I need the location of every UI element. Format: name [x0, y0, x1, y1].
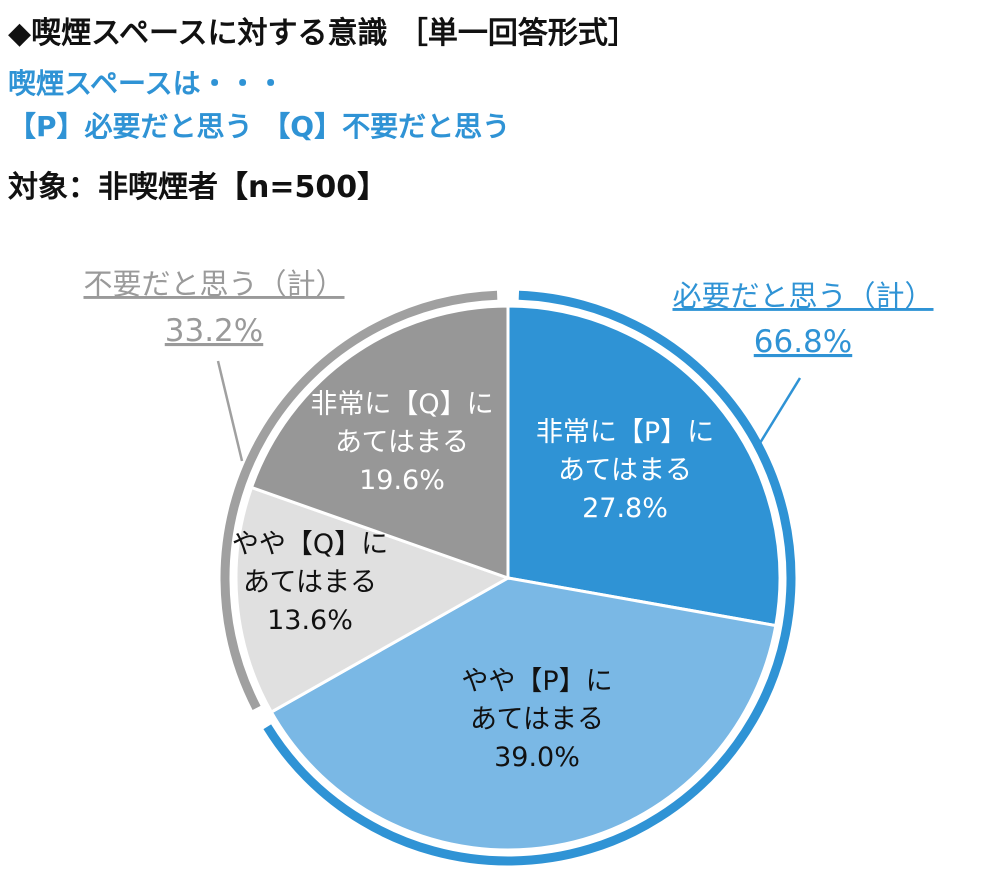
pie-slice-somewhat-p	[269, 576, 778, 852]
pie-slice-somewhat-q	[234, 485, 512, 715]
chart-title: ◆喫煙スペースに対する意識 ［単一回答形式］	[8, 16, 638, 51]
question-line-1: 喫煙スペースは・・・	[8, 67, 285, 100]
pie-slice-very-q	[249, 304, 510, 581]
leader-lines	[216, 360, 802, 462]
slice-label-very-q: 非常に【Q】にあてはまる 19.6%	[310, 389, 493, 496]
slice-label-somewhat-p: やや【P】にあてはまる 39.0%	[461, 666, 612, 773]
slice-label-very-p: 非常に【P】にあてはまる 27.8%	[536, 417, 714, 524]
ring-total-p	[263, 290, 796, 866]
leader-line-q	[216, 360, 244, 462]
question-line-2: 【P】必要だと思う 【Q】不要だと思う	[8, 110, 511, 143]
leader-line-p	[758, 377, 802, 444]
total-value-p: 66.8%	[754, 324, 852, 360]
ring-total-q	[220, 290, 498, 710]
total-label-p: 必要だと思う（計）	[672, 279, 933, 313]
slice-labels: 非常に【P】にあてはまる 27.8% やや【P】にあてはまる 39.0% やや【Q】にあ…	[232, 389, 714, 773]
sample-target: 対象：非喫煙者【n=500】	[8, 170, 388, 205]
total-value-q: 33.2%	[165, 313, 263, 349]
total-rings	[220, 290, 796, 866]
pie-slice-very-p	[506, 304, 782, 628]
slice-label-somewhat-q: やや【Q】にあてはまる 13.6%	[232, 529, 388, 636]
total-labels: 必要だと思う（計） 66.8% 不要だと思う（計） 33.2%	[83, 267, 933, 360]
total-label-q: 不要だと思う（計）	[83, 267, 344, 301]
pie-slices	[234, 304, 782, 852]
